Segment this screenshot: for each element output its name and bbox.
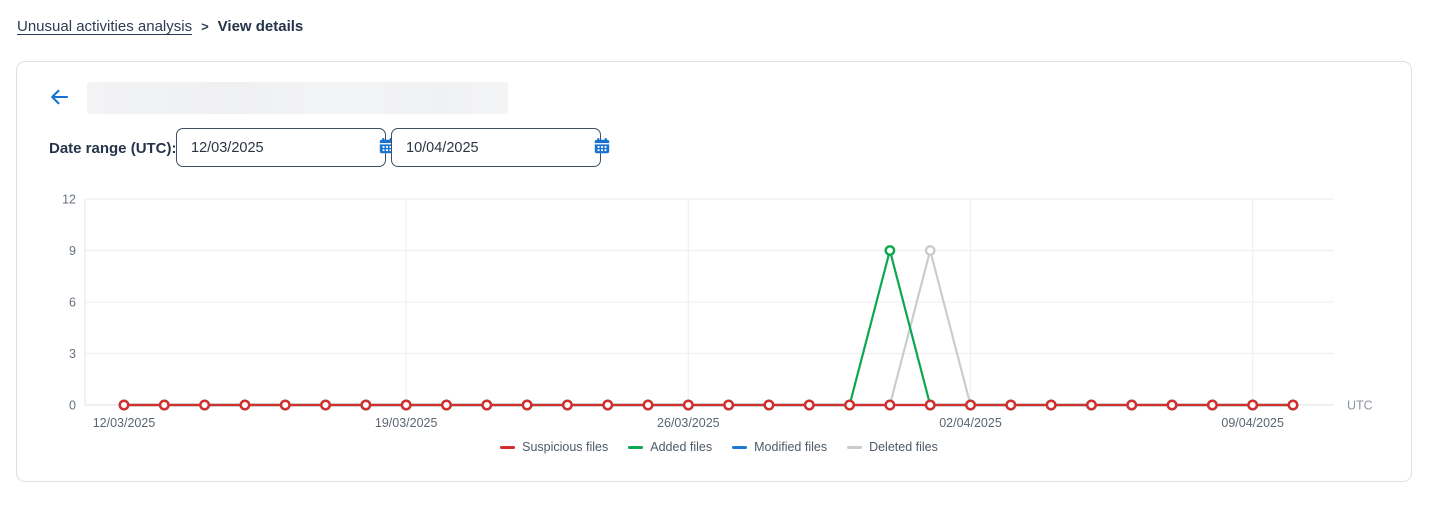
svg-text:0: 0	[69, 399, 76, 413]
legend-item-modified-files[interactable]: Modified files	[732, 440, 827, 454]
breadcrumb-current: View details	[217, 18, 304, 35]
svg-text:12: 12	[62, 193, 76, 207]
legend-item-deleted-files[interactable]: Deleted files	[847, 440, 938, 454]
legend-item-added-files[interactable]: Added files	[628, 440, 712, 454]
calendar-icon	[378, 137, 396, 158]
svg-text:26/03/2025: 26/03/2025	[657, 416, 720, 430]
details-card: Date range (UTC):	[16, 61, 1412, 482]
end-date-input[interactable]	[406, 139, 593, 156]
back-arrow-icon	[48, 86, 70, 111]
start-date-calendar-button[interactable]	[378, 137, 396, 158]
breadcrumb-separator: >	[201, 19, 209, 34]
end-date-calendar-button[interactable]	[593, 137, 611, 158]
breadcrumb-link-unusual-activities[interactable]: Unusual activities analysis	[17, 18, 193, 35]
legend-swatch	[628, 445, 644, 449]
end-date-field	[391, 128, 610, 167]
legend-swatch	[847, 445, 863, 449]
svg-text:02/04/2025: 02/04/2025	[939, 416, 1002, 430]
date-range-label: Date range (UTC):	[49, 140, 177, 157]
svg-text:6: 6	[69, 296, 76, 310]
svg-text:09/04/2025: 09/04/2025	[1221, 416, 1284, 430]
legend-label: Modified files	[754, 440, 828, 454]
start-date-field	[176, 128, 395, 167]
legend-swatch	[732, 445, 748, 449]
svg-text:12/03/2025: 12/03/2025	[93, 416, 156, 430]
start-date-input[interactable]	[191, 139, 378, 156]
chart-legend: Suspicious files Added files Modified fi…	[41, 440, 1397, 454]
legend-item-suspicious-files[interactable]: Suspicious files	[500, 440, 608, 454]
legend-label: Suspicious files	[522, 440, 609, 454]
svg-text:19/03/2025: 19/03/2025	[375, 416, 438, 430]
svg-text:9: 9	[69, 244, 76, 258]
activity-chart: 0 3 6 9 12 12/03/2025 19/03/2025 26/03/2025 02/0…	[62, 193, 1373, 431]
svg-text:3: 3	[69, 347, 76, 361]
legend-label: Deleted files	[869, 440, 938, 454]
page-title-redacted	[87, 82, 508, 114]
breadcrumb: Unusual activities analysis > View detai…	[17, 18, 303, 35]
legend-label: Added files	[650, 440, 713, 454]
legend-swatch	[500, 445, 516, 449]
svg-text:UTC: UTC	[1347, 399, 1373, 413]
calendar-icon	[593, 137, 611, 158]
back-button[interactable]	[45, 84, 73, 112]
